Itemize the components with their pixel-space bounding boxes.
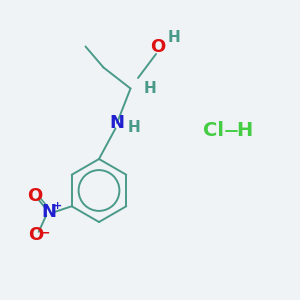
Text: O: O [28, 226, 43, 244]
Text: Cl: Cl [202, 121, 224, 140]
Text: H: H [236, 121, 253, 140]
Text: H: H [144, 81, 156, 96]
Text: H: H [128, 120, 141, 135]
Text: O: O [150, 38, 165, 56]
Text: N: N [42, 203, 57, 221]
Text: +: + [53, 201, 62, 211]
Text: O: O [27, 187, 42, 205]
Text: H: H [168, 30, 180, 45]
Text: N: N [110, 114, 124, 132]
Text: −: − [40, 227, 50, 240]
